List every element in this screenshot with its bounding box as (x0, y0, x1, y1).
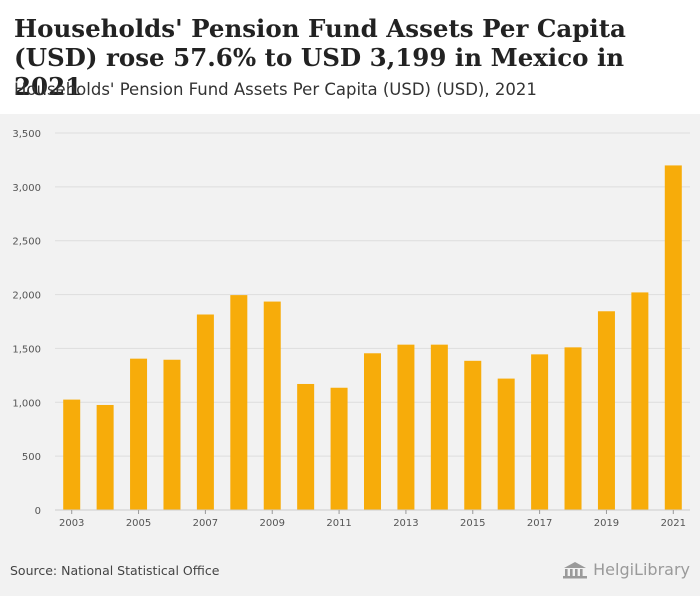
bar-2010 (297, 383, 315, 510)
y-tick-label: 1,000 (12, 398, 41, 409)
bar-2014 (430, 344, 448, 510)
x-tick-label: 2011 (326, 518, 351, 529)
bar-2012 (364, 353, 381, 510)
x-tick-label: 2009 (260, 518, 285, 529)
x-tick-label: 2003 (59, 518, 84, 529)
y-tick-label: 3,500 (12, 129, 41, 140)
x-tick-label: 2017 (527, 518, 552, 529)
x-tick-label: 2013 (393, 518, 418, 529)
bar-2003 (63, 399, 81, 510)
bar-2011 (330, 387, 348, 510)
brand-name: HelgiLibrary (593, 560, 690, 579)
library-building-icon (562, 561, 588, 579)
y-tick-label: 1,500 (12, 344, 41, 355)
chart-panel (0, 114, 700, 596)
bar-2004 (96, 404, 114, 510)
header: Households' Pension Fund Assets Per Capi… (0, 0, 700, 114)
x-tick-label: 2019 (594, 518, 619, 529)
x-tick-label: 2007 (193, 518, 218, 529)
bar-2015 (464, 360, 482, 510)
y-tick-label: 0 (35, 506, 41, 517)
y-axis: 0 500 1,000 1,500 2,000 2,500 3,000 3,500 (12, 129, 41, 517)
bar-2021 (664, 165, 682, 510)
x-axis: 2003 2005 2007 2009 2011 2013 2015 2017 2019 2021 (55, 509, 690, 529)
bar-2005 (130, 358, 148, 510)
y-tick-label: 500 (22, 452, 41, 463)
bar-2008 (230, 295, 248, 510)
bar-2007 (196, 314, 214, 510)
bar-2017 (531, 354, 549, 510)
x-tick-label: 2021 (661, 518, 686, 529)
x-tick-label: 2015 (460, 518, 485, 529)
y-tick-label: 2,500 (12, 237, 41, 248)
y-tick-label: 3,000 (12, 183, 41, 194)
bar-2019 (597, 311, 615, 510)
bar-2013 (397, 344, 415, 510)
brand-link[interactable]: HelgiLibrary (562, 560, 690, 579)
bars (63, 165, 682, 510)
bar-2009 (263, 301, 281, 510)
bar-2006 (163, 359, 181, 510)
source-note: Source: National Statistical Office (10, 563, 220, 578)
x-tick-label: 2005 (126, 518, 151, 529)
bar-2018 (564, 347, 582, 510)
bar-2016 (497, 378, 515, 510)
chart-subtitle: Households' Pension Fund Assets Per Capi… (14, 80, 537, 99)
y-tick-label: 2,000 (12, 291, 41, 302)
page-title: Households' Pension Fund Assets Per Capi… (14, 14, 626, 101)
bar-2020 (631, 292, 649, 510)
